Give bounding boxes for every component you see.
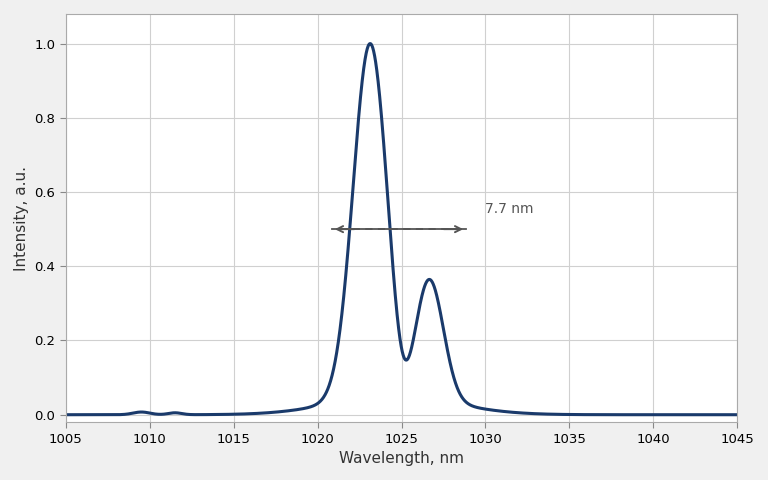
X-axis label: Wavelength, nm: Wavelength, nm <box>339 451 464 466</box>
Text: 7.7 nm: 7.7 nm <box>485 202 534 216</box>
Y-axis label: Intensity, a.u.: Intensity, a.u. <box>14 166 29 271</box>
